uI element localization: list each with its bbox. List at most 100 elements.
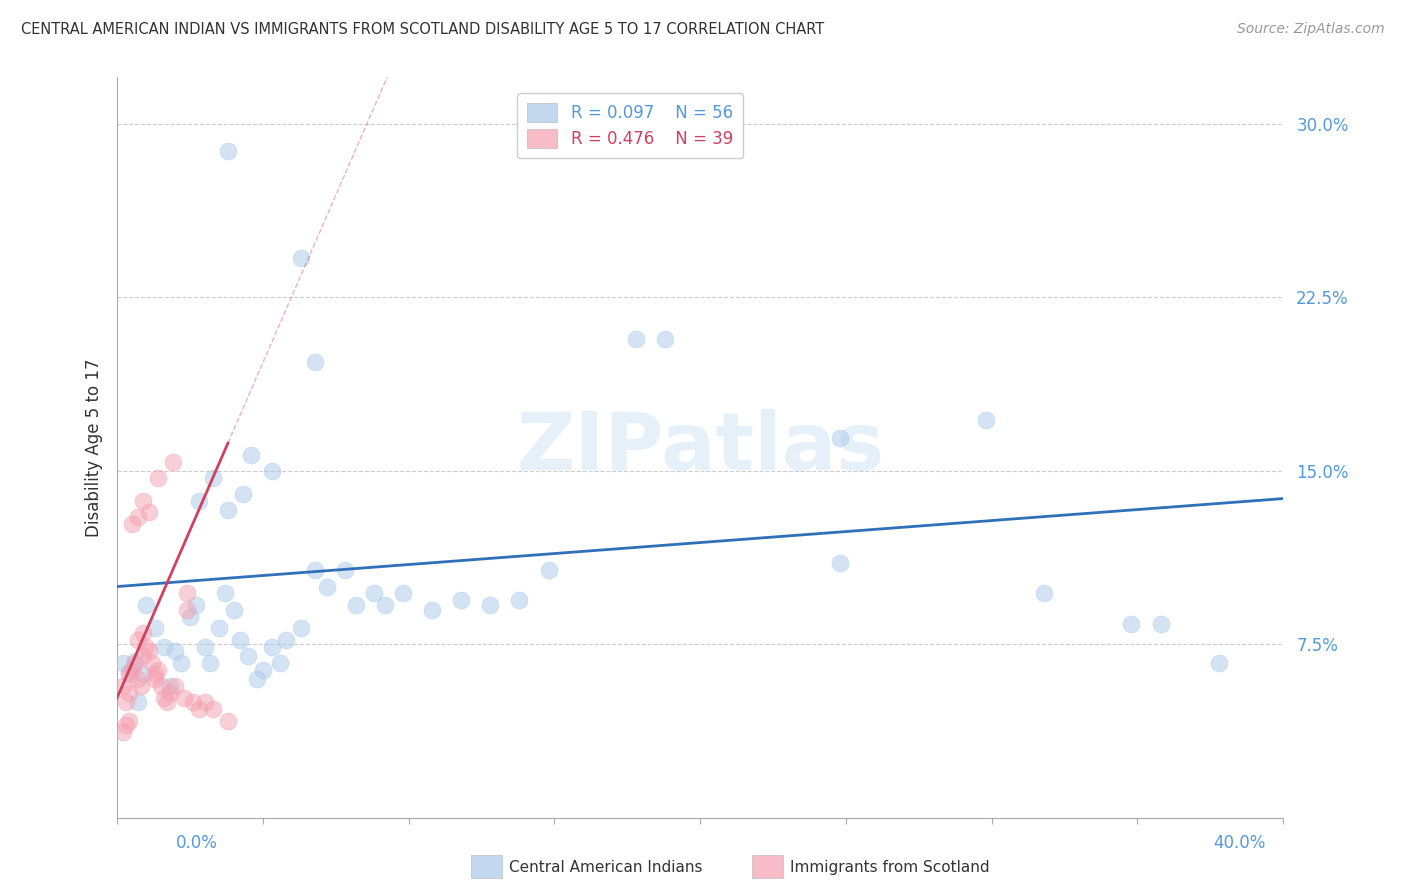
- Point: [138, 506, 160, 520]
- Point: [124, 654, 146, 668]
- Y-axis label: Disability Age 5 to 17: Disability Age 5 to 17: [86, 359, 103, 537]
- Point: [135, 640, 157, 654]
- Point: [153, 640, 176, 654]
- Point: [479, 598, 502, 612]
- Point: [363, 586, 385, 600]
- Point: [1208, 656, 1230, 670]
- Text: CENTRAL AMERICAN INDIAN VS IMMIGRANTS FROM SCOTLAND DISABILITY AGE 5 TO 17 CORRE: CENTRAL AMERICAN INDIAN VS IMMIGRANTS FR…: [21, 22, 824, 37]
- Point: [217, 145, 239, 159]
- Text: 0.0%: 0.0%: [176, 834, 218, 852]
- Point: [115, 695, 138, 709]
- Point: [146, 663, 169, 677]
- Point: [231, 487, 253, 501]
- Text: Source: ZipAtlas.com: Source: ZipAtlas.com: [1237, 22, 1385, 37]
- Point: [333, 563, 356, 577]
- Point: [143, 672, 166, 686]
- Point: [156, 695, 179, 709]
- Point: [246, 672, 269, 686]
- Point: [181, 695, 204, 709]
- Point: [143, 621, 166, 635]
- Point: [118, 667, 141, 681]
- Point: [200, 656, 222, 670]
- Point: [165, 644, 187, 658]
- Point: [111, 725, 134, 739]
- Point: [1121, 616, 1143, 631]
- Point: [1033, 586, 1056, 600]
- Point: [135, 598, 157, 612]
- Point: [121, 516, 143, 531]
- Point: [118, 686, 141, 700]
- Point: [194, 640, 217, 654]
- Point: [132, 625, 155, 640]
- Point: [111, 679, 134, 693]
- Point: [184, 598, 207, 612]
- Point: [138, 644, 160, 658]
- Point: [162, 454, 184, 468]
- Point: [420, 602, 443, 616]
- Point: [222, 602, 245, 616]
- Point: [124, 656, 146, 670]
- Point: [290, 621, 312, 635]
- Point: [159, 686, 181, 700]
- Point: [304, 355, 326, 369]
- Point: [127, 632, 149, 647]
- Point: [290, 251, 312, 265]
- Point: [260, 640, 283, 654]
- Point: [828, 432, 851, 446]
- Text: Immigrants from Scotland: Immigrants from Scotland: [790, 860, 990, 874]
- Legend: R = 0.097    N = 56, R = 0.476    N = 39: R = 0.097 N = 56, R = 0.476 N = 39: [517, 93, 742, 159]
- Point: [176, 602, 198, 616]
- Point: [214, 586, 236, 600]
- Point: [129, 679, 152, 693]
- Point: [115, 718, 138, 732]
- Point: [269, 656, 291, 670]
- Point: [176, 586, 198, 600]
- Point: [153, 690, 176, 705]
- Point: [344, 598, 367, 612]
- Point: [187, 702, 209, 716]
- Point: [170, 656, 193, 670]
- Point: [111, 656, 134, 670]
- Point: [508, 593, 530, 607]
- Point: [391, 586, 413, 600]
- Point: [828, 557, 851, 571]
- Point: [240, 448, 263, 462]
- Point: [146, 471, 169, 485]
- Point: [141, 656, 163, 670]
- Point: [654, 332, 676, 346]
- Point: [228, 632, 250, 647]
- Point: [127, 695, 149, 709]
- Point: [208, 621, 231, 635]
- Point: [127, 672, 149, 686]
- Point: [179, 609, 201, 624]
- Point: [304, 563, 326, 577]
- Point: [974, 413, 997, 427]
- Point: [276, 632, 298, 647]
- Text: ZIPatlas: ZIPatlas: [516, 409, 884, 487]
- Point: [450, 593, 472, 607]
- Point: [118, 665, 141, 680]
- Text: 40.0%: 40.0%: [1213, 834, 1265, 852]
- Point: [149, 679, 172, 693]
- Point: [187, 494, 209, 508]
- Point: [217, 503, 239, 517]
- Point: [238, 648, 260, 663]
- Text: Central American Indians: Central American Indians: [509, 860, 703, 874]
- Point: [165, 679, 187, 693]
- Point: [143, 667, 166, 681]
- Point: [132, 494, 155, 508]
- Point: [624, 332, 647, 346]
- Point: [132, 648, 155, 663]
- Point: [374, 598, 396, 612]
- Point: [202, 471, 225, 485]
- Point: [1149, 616, 1171, 631]
- Point: [127, 510, 149, 524]
- Point: [217, 714, 239, 728]
- Point: [202, 702, 225, 716]
- Point: [118, 714, 141, 728]
- Point: [252, 663, 274, 677]
- Point: [173, 690, 195, 705]
- Point: [132, 667, 155, 681]
- Point: [316, 580, 339, 594]
- Point: [159, 679, 181, 693]
